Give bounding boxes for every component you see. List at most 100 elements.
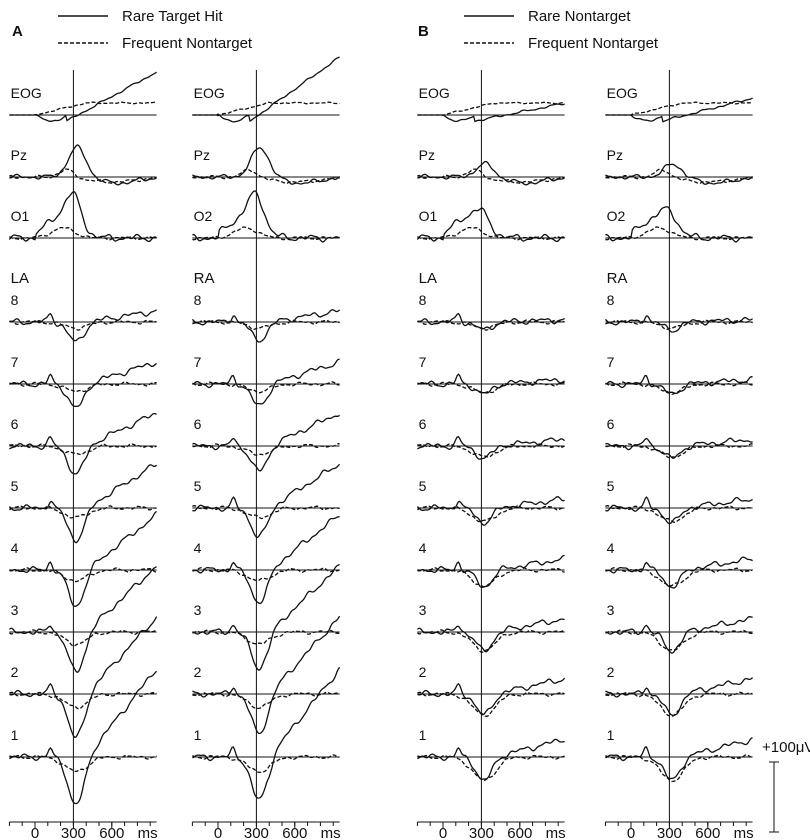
channel-label: EOG [11, 85, 42, 101]
waveform [416, 207, 565, 243]
channel-label: 3 [11, 602, 19, 618]
waveform [605, 556, 753, 589]
waveform [417, 381, 565, 394]
waveform [417, 160, 565, 186]
waveform [192, 101, 340, 117]
waveform [192, 505, 340, 520]
channel-label: 7 [607, 354, 615, 370]
waveform [417, 505, 565, 523]
channel-label: 6 [194, 416, 202, 432]
waveform [192, 563, 340, 671]
channel-label: Pz [607, 147, 623, 163]
waveform [417, 567, 565, 588]
waveform [192, 168, 340, 184]
x-unit: ms [734, 825, 754, 840]
waveform [605, 374, 753, 395]
channel-label: 1 [11, 727, 19, 743]
waveform [605, 206, 753, 243]
x-tick-label: 300 [61, 825, 86, 840]
waveform [9, 381, 157, 393]
waveform [9, 168, 157, 184]
channel-label: 3 [607, 602, 615, 618]
waveform [192, 414, 340, 472]
channel-label: Pz [194, 147, 210, 163]
waveform [417, 443, 565, 458]
x-unit: ms [321, 825, 341, 840]
waveform [417, 738, 565, 780]
channel-label: O2 [607, 208, 626, 224]
channel-label: O2 [194, 208, 213, 224]
waveform [605, 226, 753, 241]
waveform [9, 464, 157, 544]
waveform [9, 362, 157, 408]
waveform [605, 381, 753, 395]
waveform [417, 226, 565, 241]
channel-label: 5 [419, 478, 427, 494]
channel-label: 6 [419, 416, 427, 432]
channel-label: 2 [194, 664, 202, 680]
channel-label: Pz [11, 147, 27, 163]
waveform [605, 691, 753, 717]
waveform [192, 319, 340, 331]
channel-label: Pz [419, 147, 435, 163]
waveform [417, 373, 565, 394]
waveform [192, 615, 341, 735]
waveform [9, 443, 157, 456]
waveform [9, 670, 158, 805]
waveform [417, 312, 565, 331]
waveform [417, 691, 565, 718]
panel-label: B [418, 23, 429, 40]
x-tick-label: 0 [439, 825, 447, 840]
waveform [605, 101, 753, 116]
legend-text: Rare Target Hit [122, 8, 223, 25]
channel-label: 8 [11, 292, 19, 308]
waveform [417, 618, 565, 653]
x-tick-label: 0 [214, 825, 222, 840]
channel-label: 3 [194, 602, 202, 618]
x-tick-label: 300 [244, 825, 269, 840]
channel-label: 2 [11, 664, 19, 680]
waveform [9, 309, 157, 342]
waveform [9, 629, 157, 647]
channel-label: 2 [419, 664, 427, 680]
channel-label: 7 [11, 354, 19, 370]
waveform [605, 567, 753, 587]
waveform [605, 737, 753, 780]
channel-label: 7 [194, 354, 202, 370]
waveform [9, 754, 157, 773]
waveform [417, 754, 565, 782]
channel-label: 4 [194, 540, 202, 556]
channel-label: O1 [419, 208, 438, 224]
channel-label: 6 [607, 416, 615, 432]
waveform [417, 496, 565, 527]
channel-label: 4 [419, 540, 427, 556]
group-label: LA [11, 270, 29, 287]
waveform [192, 754, 340, 774]
channel-label: 2 [607, 664, 615, 680]
x-tick-label: 600 [282, 825, 307, 840]
group-label: RA [607, 270, 628, 287]
waveform [605, 437, 753, 460]
waveform [192, 567, 340, 582]
waveform [192, 666, 341, 799]
panel-label: A [12, 23, 23, 40]
waveform [9, 567, 157, 583]
group-label: LA [419, 270, 437, 287]
waveform [417, 168, 565, 184]
x-tick-label: 300 [657, 825, 682, 840]
waveform [192, 443, 340, 456]
waveform [8, 190, 157, 243]
waveform [605, 97, 753, 123]
waveform [417, 554, 565, 589]
waveform [605, 168, 753, 184]
channel-label: 3 [419, 602, 427, 618]
waveform [417, 319, 565, 331]
waveform [417, 101, 565, 117]
channel-label: EOG [607, 85, 638, 101]
waveform [9, 226, 157, 241]
channel-label: 5 [607, 478, 615, 494]
waveform [605, 505, 753, 523]
channel-label: 1 [194, 727, 202, 743]
waveform [192, 691, 340, 710]
